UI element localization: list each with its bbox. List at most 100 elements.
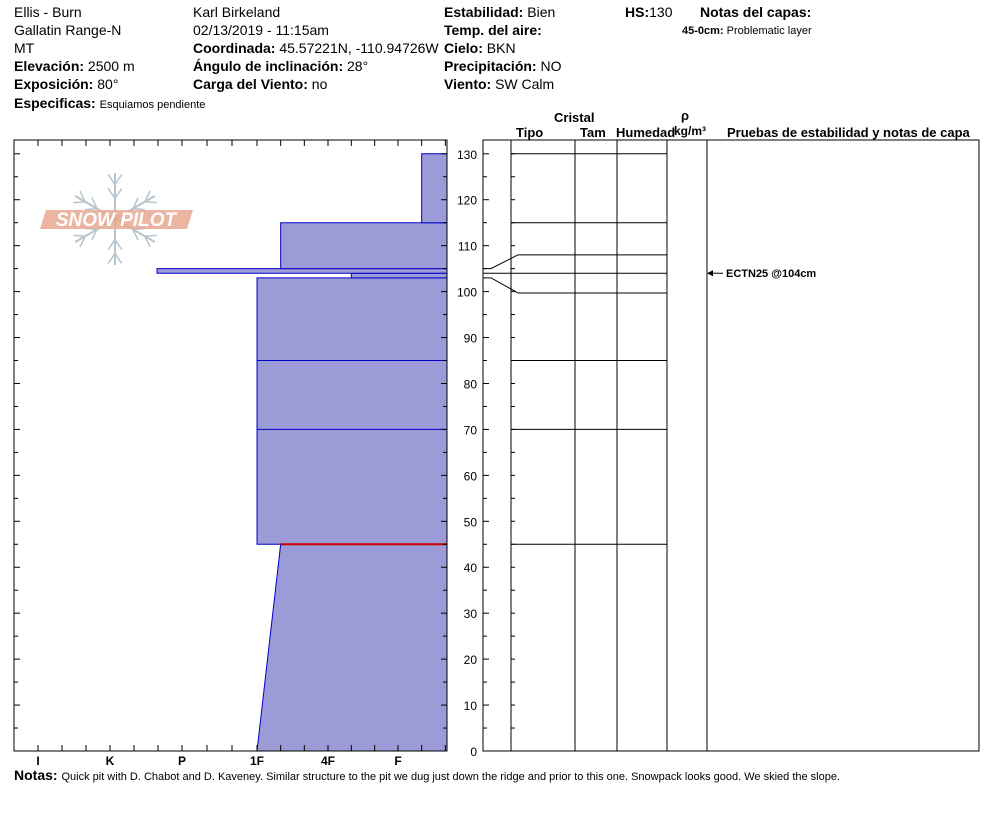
hardness-frame — [13, 139, 448, 752]
snowflake-branch — [91, 197, 98, 209]
hs-label: HS: — [625, 4, 650, 20]
snowflake-branch — [107, 239, 116, 251]
snowflake-branch — [114, 174, 123, 185]
y-tick-label: 80 — [464, 377, 478, 391]
x-tick-label: I — [36, 754, 39, 768]
snowflake-branch — [73, 234, 86, 237]
incline-value: 28° — [347, 58, 369, 74]
rho-header: ρ — [681, 108, 690, 123]
table-frame — [482, 139, 980, 752]
notes-text: Quick pit with D. Chabot and D. Kaveney.… — [61, 771, 841, 783]
precip-label: Precipitación: — [444, 58, 537, 74]
coord-label: Coordinada: — [193, 40, 276, 56]
snow-height: HS:130 — [625, 4, 672, 20]
layer-connector — [483, 254, 519, 270]
y-tick-label: 10 — [464, 699, 478, 713]
stability-value: Bien — [527, 4, 556, 20]
x-tick-label: F — [394, 754, 401, 768]
snowflake-branch — [144, 234, 157, 237]
size-header: Tam — [580, 125, 606, 140]
coord-value: 45.57221N, -110.94726W — [279, 40, 439, 56]
snowflake-branch — [107, 253, 116, 264]
snowflake-branch — [79, 235, 86, 248]
sky: Cielo: BKN — [444, 40, 516, 56]
aspect-value: 80° — [97, 76, 119, 92]
wind: Viento: SW Calm — [444, 76, 554, 92]
x-tick-label: 4F — [321, 754, 335, 768]
precipitation: Precipitación: NO — [444, 58, 561, 74]
type-header: Tipo — [516, 125, 544, 140]
layer-note-depth: 45-0cm: — [682, 25, 724, 37]
wind-value: SW Calm — [495, 76, 555, 92]
stability-test-markers: ECTN25 @104cm — [707, 268, 816, 280]
snowflake-branch — [73, 201, 86, 204]
incline-label: Ángulo de inclinación: — [193, 58, 344, 74]
test-arrow-head — [707, 270, 713, 277]
y-tick-label: 60 — [464, 469, 478, 483]
layer-note: 45-0cm: Problematic layer — [682, 23, 812, 39]
elevation-label: Elevación: — [14, 58, 85, 74]
y-tick-label: 120 — [457, 194, 477, 208]
wind-load: Carga del Viento: no — [193, 76, 327, 92]
observation-datetime: 02/13/2019 - 11:15am — [193, 22, 329, 38]
state-name: MT — [14, 40, 35, 56]
hardness-layer — [156, 268, 448, 274]
snowflake-branch — [144, 201, 157, 204]
y-tick-label: 110 — [458, 240, 477, 254]
layer-notes-label: Notas del capas: — [700, 4, 812, 20]
logo-text: SNOW PILOT — [56, 210, 178, 231]
wind-load-value: no — [311, 76, 328, 92]
hardness-profile — [156, 153, 448, 752]
layer-lines-table — [483, 153, 667, 545]
y-tick-label: 30 — [464, 607, 478, 621]
hs-value: 130 — [649, 4, 673, 20]
hardness-layer — [350, 272, 448, 279]
aspect: Exposición: 80° — [14, 76, 118, 92]
stability-label: Estabilidad: — [444, 4, 524, 20]
x-tick-label: 1F — [250, 754, 264, 768]
density-unit-header: kg/m³ — [674, 124, 707, 138]
snowflake-branch — [114, 253, 123, 264]
sky-label: Cielo: — [444, 40, 483, 56]
air-temp: Temp. del aire: — [444, 22, 542, 38]
notes: Notas: Quick pit with D. Chabot and D. K… — [14, 767, 840, 785]
specifics: Especificas: Esquiamos pendiente — [14, 95, 205, 113]
snowflake-branch — [85, 207, 98, 211]
aspect-label: Exposición: — [14, 76, 94, 92]
snowflake-branch — [132, 197, 139, 209]
moisture-header: Humedad — [616, 125, 676, 140]
y-tick-label: 100 — [457, 286, 477, 300]
air-temp-label: Temp. del aire: — [444, 22, 542, 38]
y-tick-label: 0 — [470, 745, 477, 759]
specifics-value: Esquiamos pendiente — [99, 99, 206, 111]
snowflake-branch — [144, 235, 151, 248]
y-tick-label: 90 — [464, 332, 478, 346]
sky-value: BKN — [486, 40, 516, 56]
hardness-layer — [256, 277, 448, 545]
snowflake-branch — [107, 187, 116, 199]
snowflake-branch — [79, 190, 86, 203]
snowflake-branch — [114, 239, 123, 251]
y-tick-label: 20 — [464, 653, 478, 667]
location-name: Ellis - Burn — [14, 4, 82, 20]
coordinates: Coordinada: 45.57221N, -110.94726W — [193, 40, 439, 56]
chart-frames — [13, 139, 980, 752]
snowpilot-logo: SNOW PILOT — [40, 173, 193, 265]
layer-note-text: Problematic layer — [726, 25, 812, 37]
y-tick-label: 50 — [464, 515, 478, 529]
crystal-header: Cristal — [554, 110, 595, 125]
specifics-label: Especificas: — [14, 95, 96, 111]
stability: Estabilidad: Bien — [444, 4, 555, 20]
test-label: ECTN25 @104cm — [726, 268, 816, 280]
snowflake-branch — [91, 229, 98, 241]
wind-load-label: Carga del Viento: — [193, 76, 308, 92]
hardness-layer — [421, 153, 448, 224]
y-tick-label: 40 — [464, 561, 478, 575]
logo-banner — [40, 210, 193, 229]
y-tick-label: 70 — [464, 423, 478, 437]
range-name: Gallatin Range-N — [14, 22, 122, 38]
snowflake-branch — [132, 207, 145, 211]
layer-connector — [483, 277, 519, 294]
x-tick-label: P — [178, 754, 186, 768]
notes-label: Notas: — [14, 767, 58, 783]
